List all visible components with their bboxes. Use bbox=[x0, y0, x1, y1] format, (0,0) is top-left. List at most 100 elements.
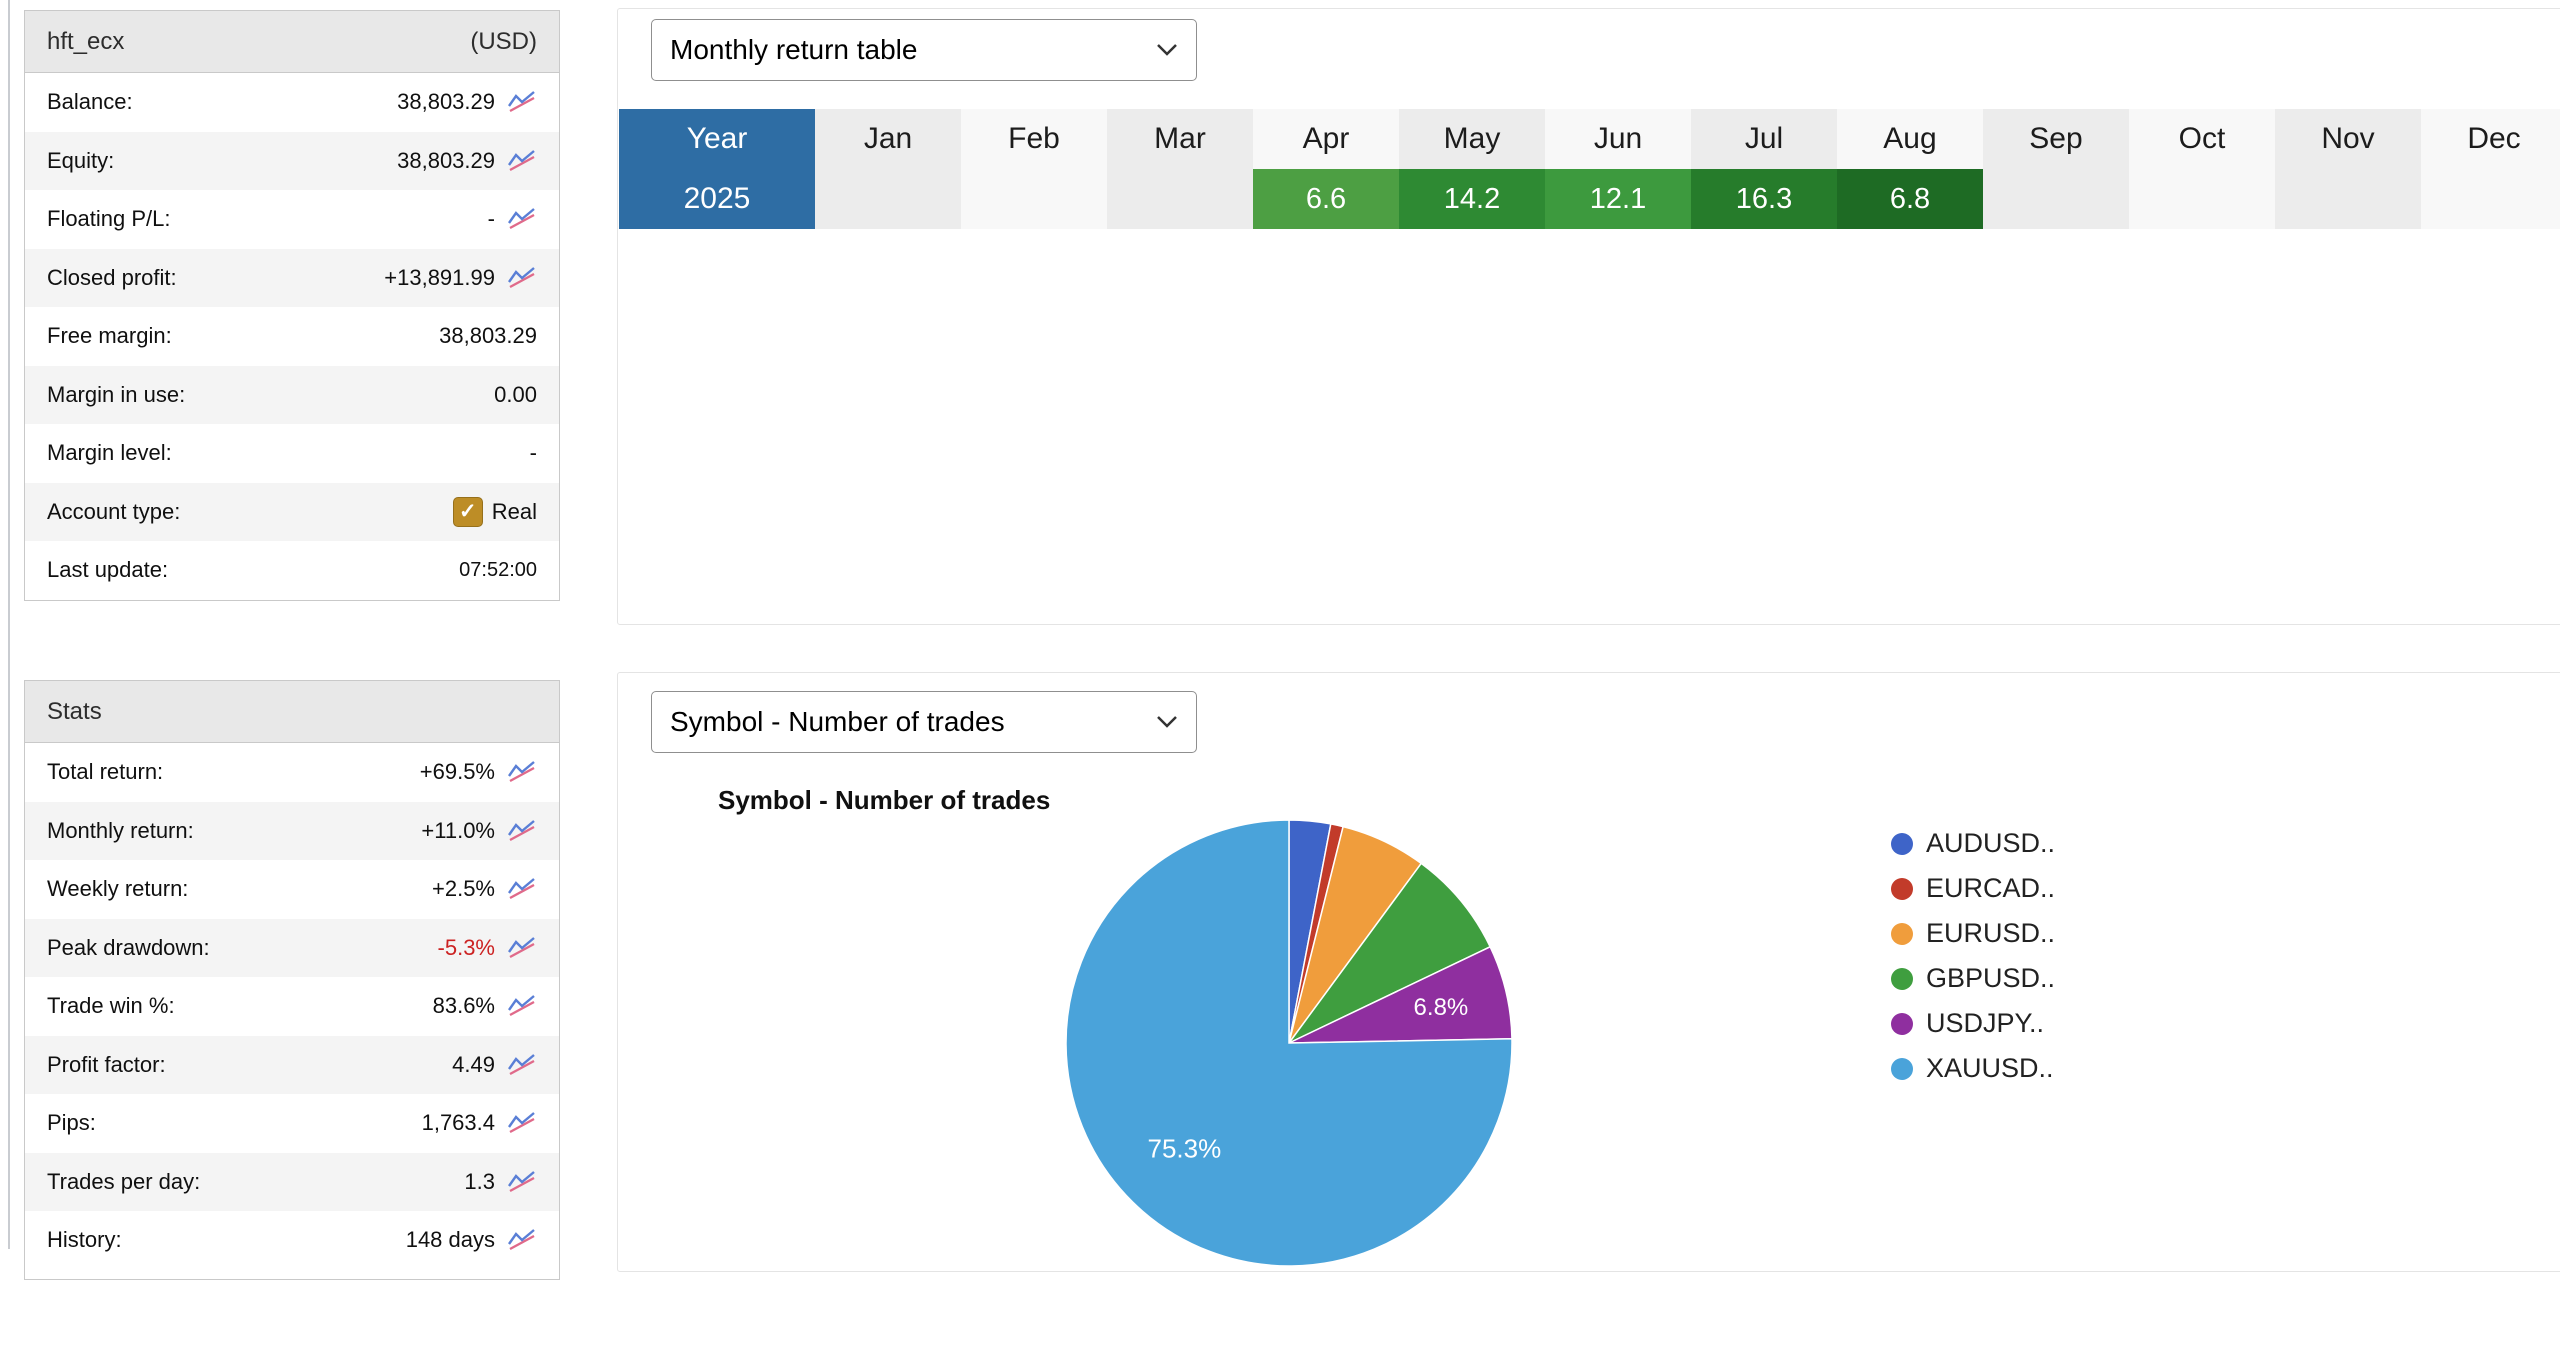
row-label: Margin level: bbox=[47, 440, 172, 466]
table-month-cell: 6.8 bbox=[1837, 169, 1983, 229]
sparkline-icon[interactable] bbox=[507, 206, 537, 232]
legend-item: EURCAD.. bbox=[1891, 866, 2055, 911]
row-label: History: bbox=[47, 1227, 122, 1253]
row-value: - bbox=[487, 206, 495, 232]
table-month-cell: 16.3 bbox=[1691, 169, 1837, 229]
row-label: Trade win %: bbox=[47, 993, 175, 1019]
account-panel-header: hft_ecx (USD) bbox=[25, 11, 559, 73]
row-label: Trades per day: bbox=[47, 1168, 201, 1194]
account-row: Margin in use: 0.00 bbox=[25, 365, 559, 424]
account-panel: hft_ecx (USD) Balance: 38,803.29 Equity: 38… bbox=[24, 10, 560, 601]
account-rows: Balance: 38,803.29 Equity: 38,803.29 Floatin… bbox=[25, 73, 559, 600]
table-month-cell bbox=[2421, 169, 2560, 229]
account-row: Equity: 38,803.29 bbox=[25, 131, 559, 190]
legend-dot bbox=[1891, 967, 1913, 990]
table-month-cell bbox=[2275, 169, 2421, 229]
row-value: 4.49 bbox=[452, 1051, 495, 1077]
legend-label: EURUSD.. bbox=[1926, 918, 2056, 948]
pie-slice-XAUUSD bbox=[1065, 819, 1513, 1267]
sparkline-icon[interactable] bbox=[507, 1227, 537, 1253]
account-row: Balance: 38,803.29 bbox=[25, 73, 559, 132]
table-header-cell: Year bbox=[619, 109, 815, 169]
symbol-view-select-value: Symbol - Number of trades bbox=[670, 706, 1005, 737]
legend-item: GBPUSD.. bbox=[1891, 956, 2055, 1001]
row-label: Equity: bbox=[47, 147, 115, 173]
account-name: hft_ecx bbox=[47, 27, 125, 55]
row-label: Last update: bbox=[47, 557, 169, 583]
row-value: +11.0% bbox=[421, 817, 495, 843]
pie-slice-GBPUSD bbox=[1288, 862, 1492, 1044]
row-value: 1.3 bbox=[464, 1168, 495, 1194]
table-header-cell: Aug bbox=[1837, 109, 1983, 169]
stats-row: Peak drawdown: -5.3% bbox=[25, 918, 559, 977]
sparkline-icon[interactable] bbox=[507, 89, 537, 115]
table-month-cell: 6.6 bbox=[1253, 169, 1399, 229]
legend-item: EURUSD.. bbox=[1891, 911, 2055, 956]
row-label: Total return: bbox=[47, 759, 164, 785]
row-label: Floating P/L: bbox=[47, 206, 171, 232]
legend-dot bbox=[1891, 1057, 1913, 1080]
row-value: 83.6% bbox=[432, 993, 495, 1019]
sparkline-icon[interactable] bbox=[507, 759, 537, 785]
account-row: Floating P/L: - bbox=[25, 190, 559, 249]
stats-row: Trade win %: 83.6% bbox=[25, 977, 559, 1036]
table-header-cell: Dec bbox=[2421, 109, 2560, 169]
row-label: Monthly return: bbox=[47, 817, 194, 843]
account-row: Last update: 07:52:00 bbox=[25, 541, 559, 600]
row-label: Free margin: bbox=[47, 323, 172, 349]
row-value: 148 days bbox=[405, 1227, 495, 1253]
row-label: Account type: bbox=[47, 498, 181, 524]
table-header-cell: Jul bbox=[1691, 109, 1837, 169]
real-account-checkbox[interactable]: ✓ bbox=[452, 496, 483, 527]
legend-item: XAUUSD.. bbox=[1891, 1046, 2055, 1091]
stats-row: Monthly return: +11.0% bbox=[25, 801, 559, 860]
symbol-view-select[interactable]: Symbol - Number of trades bbox=[651, 691, 1197, 753]
row-value: 38,803.29 bbox=[439, 323, 537, 349]
row-value: Real bbox=[491, 498, 537, 524]
table-year-cell: 2025 bbox=[619, 169, 815, 229]
symbol-pie-chart: 6.8% 75.3% bbox=[1065, 819, 1513, 1267]
sparkline-icon[interactable] bbox=[507, 876, 537, 902]
sparkline-icon[interactable] bbox=[507, 265, 537, 291]
row-value: 38,803.29 bbox=[397, 147, 495, 173]
sparkline-icon[interactable] bbox=[507, 935, 537, 961]
row-label: Closed profit: bbox=[47, 264, 177, 290]
sparkline-icon[interactable] bbox=[507, 1169, 537, 1195]
left-divider bbox=[8, 0, 10, 1249]
legend-label: EURCAD.. bbox=[1926, 873, 2056, 903]
table-month-cell bbox=[1107, 169, 1253, 229]
table-header-cell: Oct bbox=[2129, 109, 2275, 169]
row-value: +2.5% bbox=[432, 876, 495, 902]
legend-dot bbox=[1891, 877, 1913, 900]
row-label: Peak drawdown: bbox=[47, 934, 210, 960]
sparkline-icon[interactable] bbox=[507, 993, 537, 1019]
sparkline-icon[interactable] bbox=[507, 1052, 537, 1078]
pie-chart-title: Symbol - Number of trades bbox=[718, 785, 1051, 815]
row-label: Pips: bbox=[47, 1110, 96, 1136]
table-month-cell bbox=[2129, 169, 2275, 229]
monthly-view-select[interactable]: Monthly return table bbox=[651, 19, 1197, 81]
sparkline-icon[interactable] bbox=[507, 1110, 537, 1136]
table-month-cell: 14.2 bbox=[1399, 169, 1545, 229]
monthly-view-select-value: Monthly return table bbox=[670, 34, 918, 65]
stats-panel-header: Stats bbox=[25, 681, 559, 743]
monthly-return-table: Year Jan Feb Mar Apr May Jun Jul Aug Sep Oct Nov Dec… bbox=[619, 109, 2560, 229]
legend-item: AUDUSD.. bbox=[1891, 821, 2055, 866]
sparkline-icon[interactable] bbox=[507, 818, 537, 844]
legend-label: XAUUSD.. bbox=[1926, 1053, 2054, 1083]
row-value: -5.3% bbox=[437, 934, 495, 960]
pie-slice-pct-label: 6.8% bbox=[1414, 994, 1469, 1021]
account-row: Margin level: - bbox=[25, 424, 559, 483]
table-header-cell: Feb bbox=[961, 109, 1107, 169]
row-value: 38,803.29 bbox=[397, 89, 495, 115]
stats-panel: Stats Total return: +69.5% Monthly return:… bbox=[24, 680, 560, 1280]
row-label: Profit factor: bbox=[47, 1051, 166, 1077]
account-row: Closed profit: +13,891.99 bbox=[25, 248, 559, 307]
table-month-cell bbox=[815, 169, 961, 229]
row-value: 07:52:00 bbox=[459, 558, 537, 581]
sparkline-icon[interactable] bbox=[507, 148, 537, 174]
row-label: Balance: bbox=[47, 89, 133, 115]
account-row: Free margin: 38,803.29 bbox=[25, 307, 559, 366]
table-header-cell: Jun bbox=[1545, 109, 1691, 169]
table-month-cell: 12.1 bbox=[1545, 169, 1691, 229]
